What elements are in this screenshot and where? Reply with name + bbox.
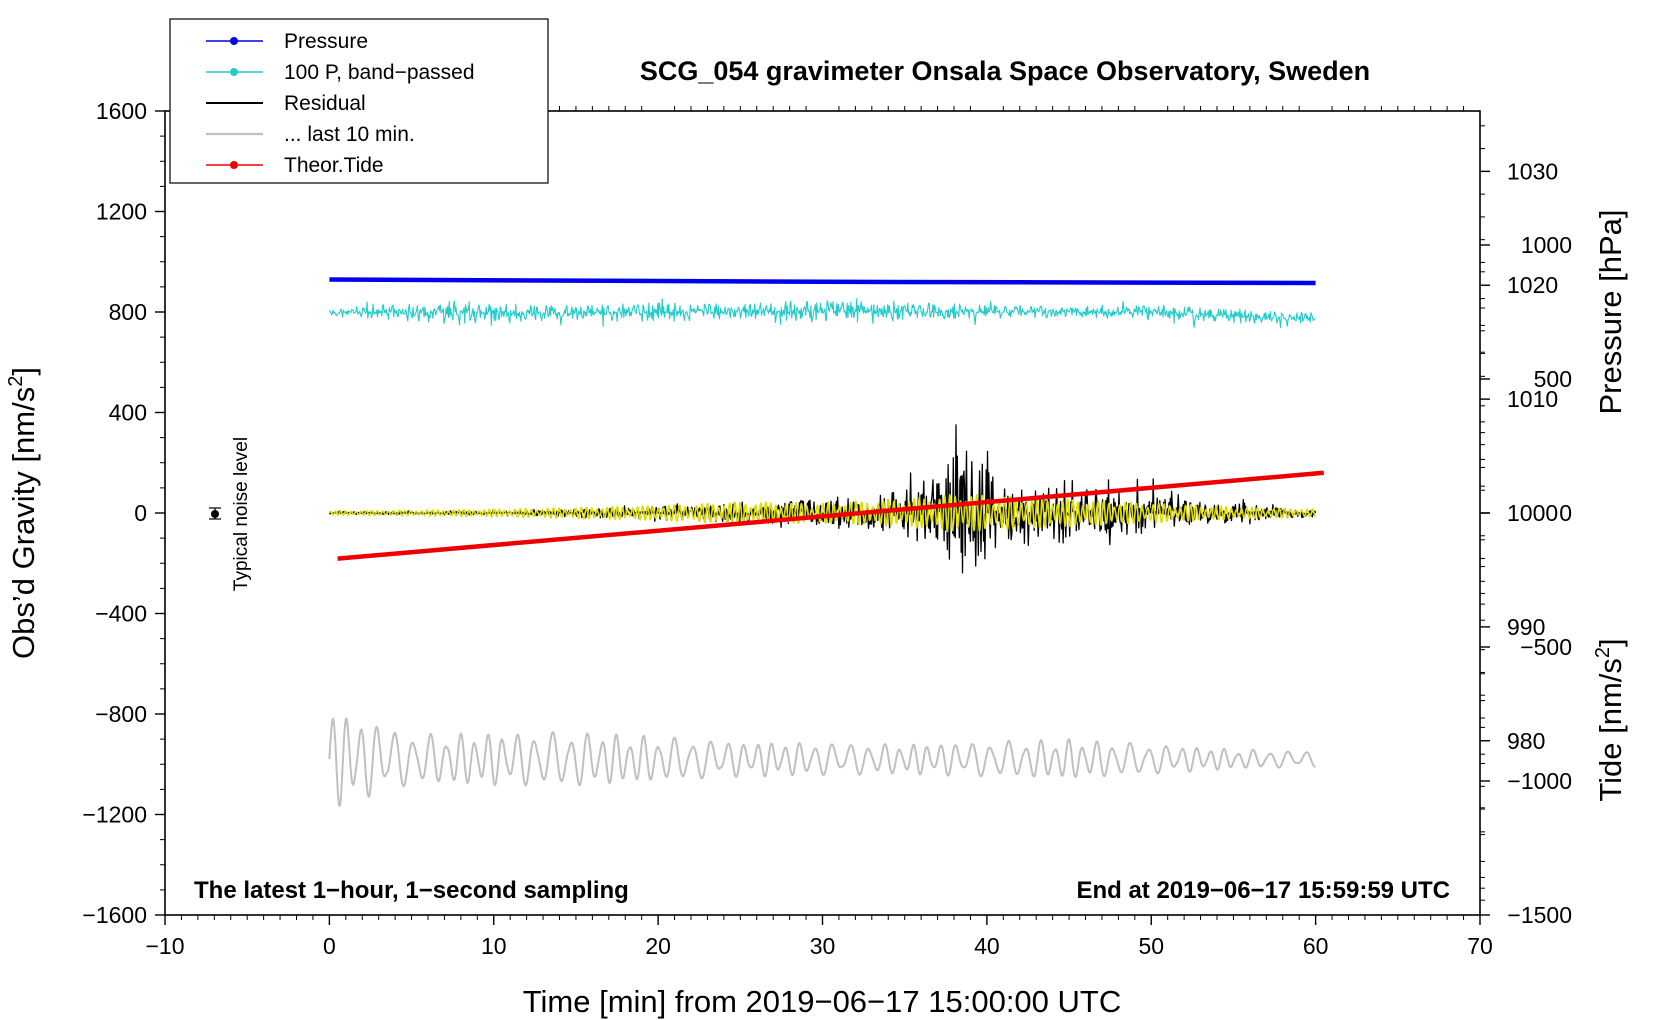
y-tick-label: 800 [109,299,147,325]
y-tick-label: 1200 [96,199,147,225]
y-axis-title-main: Obs’d Gravity [nm/s [6,387,41,659]
pressure-tick-label: 1000 [1507,500,1558,526]
x-tick-label: 50 [1138,933,1164,959]
x-tick-label: 20 [645,933,671,959]
noise-label: Typical noise level [231,437,252,591]
annotation-end-time: End at 2019−06−17 15:59:59 UTC [1076,877,1450,904]
tide-axis-title-end: ] [1593,638,1628,647]
legend-marker-pressure [230,37,238,45]
x-tick-label: −10 [145,933,184,959]
y-tick-label: −1200 [82,802,147,828]
x-tick-label: 60 [1303,933,1329,959]
y-tick-label: 0 [134,500,147,526]
legend-label-pressure: Pressure [284,30,368,53]
annotation-sampling: The latest 1−hour, 1−second sampling [194,877,629,904]
y-tick-label: 1600 [96,98,147,124]
noise-marker-dot [211,510,219,518]
x-tick-label: 10 [481,933,507,959]
x-tick-label: 40 [974,933,1000,959]
x-axis-title: Time [min] from 2019−06−17 15:00:00 UTC [523,984,1122,1019]
tide-tick-label: 1000 [1521,232,1572,258]
pressure-tick-label: 980 [1507,728,1545,754]
y-axis-title-left: Obs’d Gravity [nm/s2] [5,367,41,659]
tide-axis-title-main: Tide [nm/s [1593,658,1628,802]
chart-title: SCG_054 gravimeter Onsala Space Observat… [640,56,1370,86]
y-tick-label: 400 [109,400,147,426]
pressure-tick-label: 1030 [1507,158,1558,184]
x-tick-label: 30 [810,933,836,959]
legend: Pressure 100 P, band−passed Residual ...… [170,19,548,183]
y-axis-title-end: ] [6,367,41,376]
y-axis-title-tide: Tide [nm/s2] [1592,638,1628,801]
legend-label-last10: ... last 10 min. [284,123,415,146]
tide-tick-label: −500 [1520,634,1572,660]
tide-tick-label: 0 [1559,500,1572,526]
legend-label-residual: Residual [284,92,366,115]
y-tick-label: −1600 [82,902,147,928]
x-tick-label: 70 [1467,933,1493,959]
legend-marker-tide [230,161,238,169]
x-tick-label: 0 [323,933,336,959]
y-tick-label: −400 [95,601,147,627]
legend-label-tide: Theor.Tide [284,154,384,177]
tide-tick-label: −1000 [1507,768,1572,794]
legend-marker-bandpassed [230,68,238,76]
y-axis-title-pressure: Pressure [hPa] [1593,209,1628,414]
tide-tick-label: 500 [1534,366,1572,392]
gravimeter-chart: SCG_054 gravimeter Onsala Space Observat… [0,0,1660,1020]
tide-axis-title-sup: 2 [1592,647,1614,658]
y-tick-label: −800 [95,701,147,727]
y-axis-title-sup: 2 [5,376,27,387]
tide-tick-label: −1500 [1507,902,1572,928]
legend-label-bandpassed: 100 P, band−passed [284,61,475,84]
pressure-tick-label: 1020 [1507,272,1558,298]
